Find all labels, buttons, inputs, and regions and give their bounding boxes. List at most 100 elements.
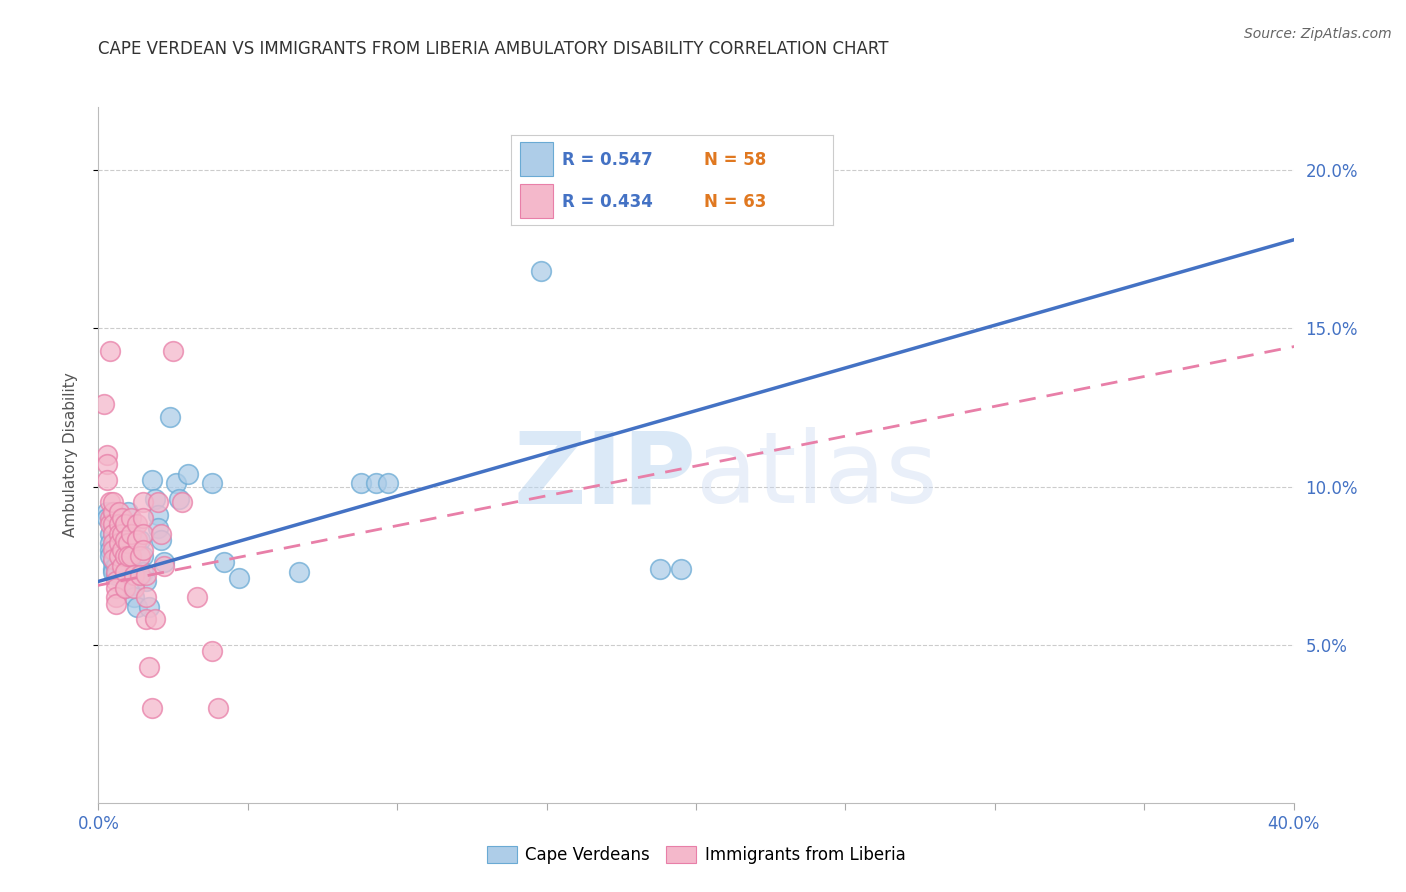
- Point: [135, 568, 157, 582]
- Point: [120, 549, 142, 563]
- Point: [117, 549, 139, 563]
- Point: [100, 495, 122, 509]
- Point: [96, 505, 118, 519]
- Point: [96, 458, 118, 472]
- Point: [103, 536, 125, 550]
- Point: [111, 558, 134, 573]
- Point: [186, 591, 208, 605]
- Point: [165, 476, 187, 491]
- Point: [103, 524, 125, 538]
- Point: [108, 517, 131, 532]
- Point: [366, 476, 388, 491]
- Point: [132, 542, 155, 557]
- Point: [111, 511, 134, 525]
- Point: [100, 549, 122, 563]
- Point: [103, 505, 125, 519]
- Point: [124, 591, 146, 605]
- Point: [108, 521, 131, 535]
- Point: [141, 473, 163, 487]
- Point: [114, 517, 136, 532]
- Point: [127, 533, 149, 548]
- Point: [117, 533, 139, 548]
- Point: [135, 612, 157, 626]
- Point: [167, 492, 190, 507]
- Point: [105, 574, 128, 589]
- Point: [111, 542, 134, 557]
- Point: [127, 517, 149, 532]
- Point: [103, 562, 125, 576]
- Point: [201, 476, 224, 491]
- Point: [103, 552, 125, 566]
- Point: [120, 527, 142, 541]
- Point: [96, 473, 118, 487]
- Point: [129, 568, 152, 582]
- Point: [105, 546, 128, 560]
- Point: [108, 505, 131, 519]
- Point: [129, 533, 152, 548]
- Y-axis label: Ambulatory Disability: Ambulatory Disability: [63, 373, 77, 537]
- Point: [132, 549, 155, 563]
- Point: [108, 527, 131, 541]
- Point: [117, 536, 139, 550]
- Point: [148, 521, 170, 535]
- Point: [120, 511, 142, 525]
- Point: [120, 558, 142, 573]
- Point: [103, 511, 125, 525]
- Point: [117, 517, 139, 532]
- Point: [172, 495, 194, 509]
- Point: [132, 511, 155, 525]
- Text: CAPE VERDEAN VS IMMIGRANTS FROM LIBERIA AMBULATORY DISABILITY CORRELATION CHART: CAPE VERDEAN VS IMMIGRANTS FROM LIBERIA …: [98, 40, 889, 58]
- Point: [105, 565, 128, 579]
- Text: atlas: atlas: [696, 427, 938, 524]
- Point: [114, 549, 136, 563]
- Point: [177, 467, 200, 481]
- Text: ZIP: ZIP: [513, 427, 696, 524]
- Point: [108, 536, 131, 550]
- Point: [132, 495, 155, 509]
- Point: [207, 701, 229, 715]
- Point: [228, 571, 250, 585]
- Point: [124, 568, 146, 582]
- Point: [100, 511, 122, 525]
- Point: [96, 511, 118, 525]
- Point: [100, 536, 122, 550]
- Point: [114, 581, 136, 595]
- Point: [135, 574, 157, 589]
- Point: [103, 527, 125, 541]
- Point: [124, 581, 146, 595]
- Point: [105, 536, 128, 550]
- Point: [138, 660, 160, 674]
- Point: [162, 343, 184, 358]
- Point: [529, 264, 551, 278]
- Point: [103, 517, 125, 532]
- Point: [153, 556, 176, 570]
- Point: [103, 542, 125, 557]
- Point: [105, 591, 128, 605]
- Point: [287, 565, 309, 579]
- Point: [148, 508, 170, 522]
- Point: [105, 558, 128, 573]
- Point: [377, 476, 399, 491]
- Point: [201, 644, 224, 658]
- Point: [111, 549, 134, 563]
- Point: [132, 527, 155, 541]
- Point: [108, 549, 131, 563]
- Point: [150, 533, 173, 548]
- Point: [103, 495, 125, 509]
- Point: [114, 568, 136, 582]
- Point: [93, 397, 115, 411]
- Point: [103, 565, 125, 579]
- Point: [124, 577, 146, 591]
- Point: [117, 505, 139, 519]
- Point: [103, 556, 125, 570]
- Point: [114, 565, 136, 579]
- Point: [114, 581, 136, 595]
- Point: [141, 701, 163, 715]
- Point: [105, 597, 128, 611]
- Point: [127, 599, 149, 614]
- Point: [103, 505, 125, 519]
- Point: [111, 540, 134, 554]
- Point: [100, 343, 122, 358]
- Point: [150, 527, 173, 541]
- Point: [159, 409, 181, 424]
